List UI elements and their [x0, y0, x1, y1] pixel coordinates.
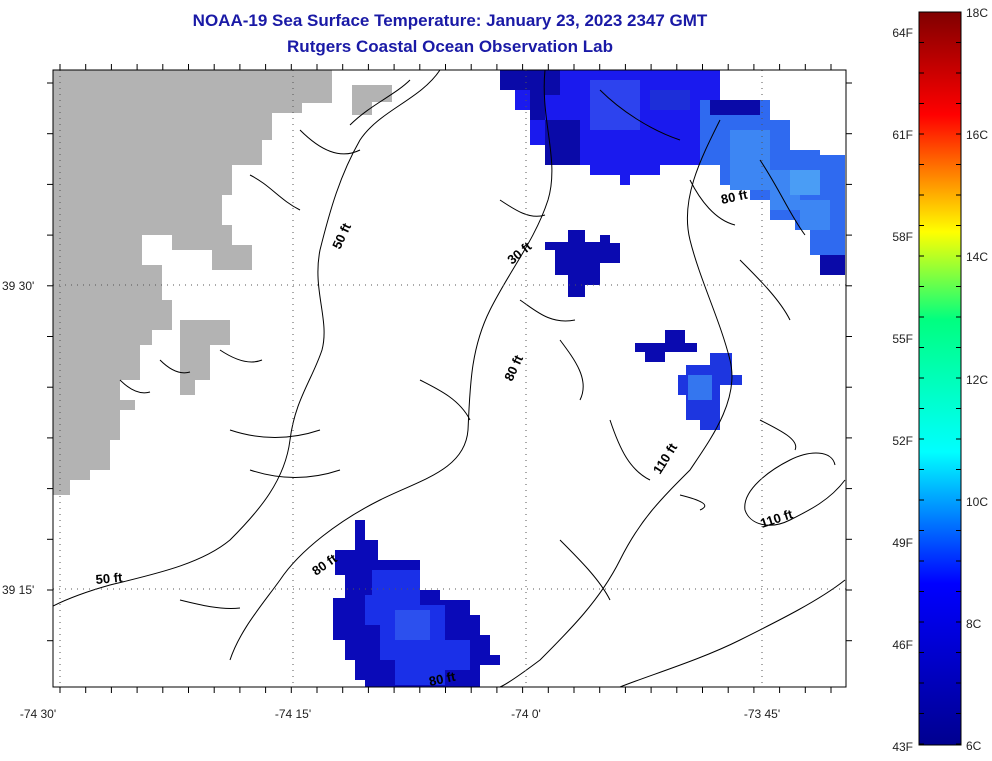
sst-patch-south — [333, 520, 500, 687]
x-tick-label: -74 30' — [20, 707, 56, 721]
grid-lines — [53, 70, 846, 687]
sst-patch-east — [635, 330, 742, 430]
depth-contours — [53, 70, 846, 687]
x-tick-label: -74 0' — [511, 707, 541, 721]
land-mass — [95, 330, 140, 375]
colorbar-f-label: 55F — [892, 332, 913, 346]
colorbar-f-label: 43F — [892, 740, 913, 754]
colorbar-f-label: 58F — [892, 230, 913, 244]
colorbar-c-label: 12C — [966, 373, 988, 387]
colorbar-c-label: 14C — [966, 250, 988, 264]
colorbar: 64F 61F 58F 55F 52F 49F 46F 43F 18C 16C … — [892, 6, 988, 754]
colorbar-c-label: 16C — [966, 128, 988, 142]
colorbar-gradient — [918, 11, 962, 746]
depth-label: 50 ft — [95, 570, 124, 587]
land-mass — [352, 85, 392, 115]
y-tick-label: 39 15' — [2, 583, 34, 597]
y-tick-label: 39 30' — [2, 279, 34, 293]
sst-patch-center-north — [545, 230, 620, 297]
colorbar-f-label: 61F — [892, 128, 913, 142]
colorbar-f-label: 49F — [892, 536, 913, 550]
colorbar-c-label: 6C — [966, 739, 982, 753]
colorbar-f-label: 52F — [892, 434, 913, 448]
axis-ticks — [47, 64, 852, 693]
map-frame — [52, 69, 847, 688]
depth-label: 80 ft — [428, 669, 458, 689]
x-tick-label: -74 15' — [275, 707, 311, 721]
map-title: NOAA-19 Sea Surface Temperature: January… — [192, 11, 708, 30]
colorbar-c-label: 18C — [966, 6, 988, 20]
land-mass — [180, 320, 230, 395]
colorbar-f-label: 64F — [892, 26, 913, 40]
land-mass — [53, 70, 332, 495]
colorbar-c-label: 8C — [966, 617, 982, 631]
sst-patch-northeast — [500, 70, 845, 275]
colorbar-c-label: 10C — [966, 495, 988, 509]
x-tick-label: -73 45' — [744, 707, 780, 721]
map-subtitle: Rutgers Coastal Ocean Observation Lab — [287, 37, 613, 56]
depth-label: 80 ft — [720, 187, 750, 207]
colorbar-f-label: 46F — [892, 638, 913, 652]
